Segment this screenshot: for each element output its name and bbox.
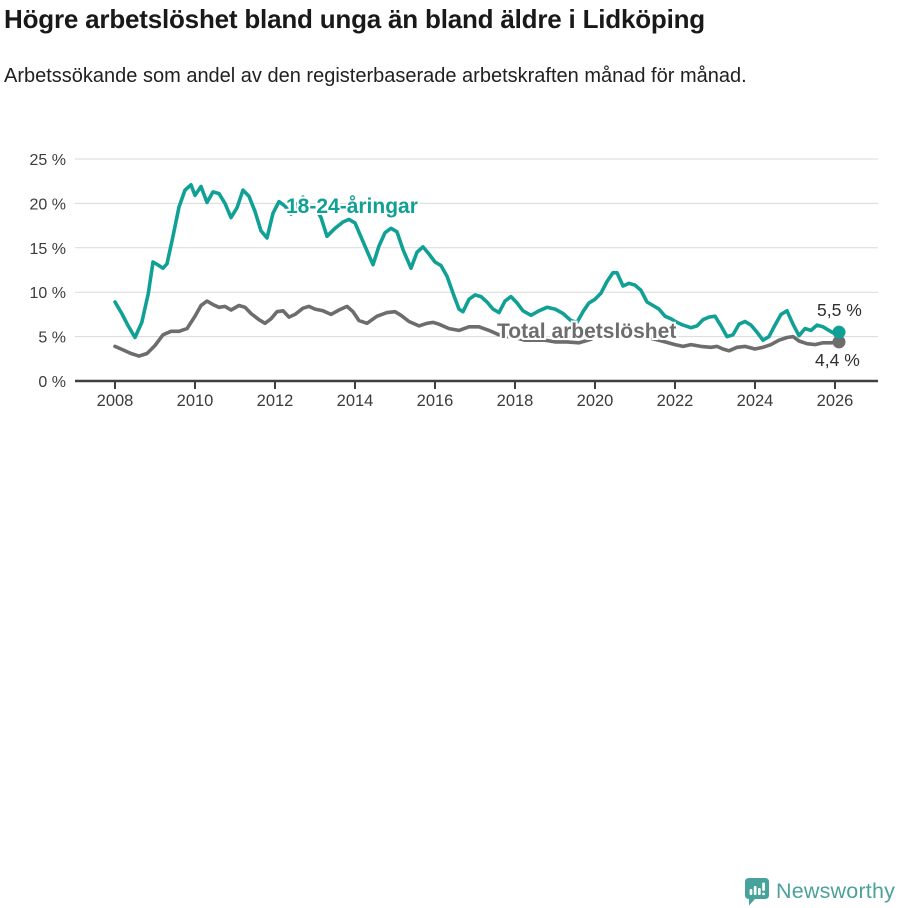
- chart-area: 0 % 5 % 10 % 15 % 20 % 25 % 2008 2010 2012 2014 20…: [0, 0, 900, 430]
- page-title: Högre arbetslöshet bland unga än bland ä…: [4, 4, 705, 34]
- series-line-1: [113, 182, 841, 342]
- y-tick-label: 10 %: [30, 285, 66, 302]
- x-tick-label: 2008: [97, 392, 134, 410]
- x-tick-label: 2018: [497, 392, 534, 410]
- x-tick-label: 2016: [417, 392, 454, 410]
- x-tick-label: 2026: [817, 392, 854, 410]
- y-tick-label: 5 %: [38, 330, 66, 347]
- x-tick-label: 2010: [177, 392, 214, 410]
- y-tick-label: 25 %: [30, 152, 66, 169]
- end-value-label-total: 4,4 %: [815, 350, 860, 370]
- end-value-label-youth: 5,5 %: [817, 300, 862, 320]
- newsworthy-logo-icon: [745, 878, 769, 906]
- brand-name: Newsworthy: [776, 879, 896, 903]
- y-tick-label: 20 %: [30, 196, 66, 213]
- series-end-dot-0: [832, 335, 846, 349]
- chart-subtitle: Arbetssökande som andel av den registerb…: [4, 65, 747, 87]
- series-label-total: Total arbetslöshet: [497, 320, 677, 343]
- footer: Newsworthy: [0, 436, 900, 906]
- x-tick-label: 2014: [337, 392, 374, 410]
- y-tick-label: 0 %: [38, 374, 66, 391]
- x-tick-label: 2022: [657, 392, 694, 410]
- y-tick-label: 15 %: [30, 241, 66, 258]
- line-chart-svg: 0 % 5 % 10 % 15 % 20 % 25 % 2008 2010 2012 2014 20…: [30, 152, 878, 410]
- series-line-0: [113, 299, 841, 358]
- x-tick-label: 2024: [737, 392, 774, 410]
- x-tick-label: 2012: [257, 392, 294, 410]
- x-tick-label: 2020: [577, 392, 614, 410]
- series-end-dot-1: [832, 325, 846, 339]
- series-label-youth: 18-24-åringar: [286, 195, 418, 218]
